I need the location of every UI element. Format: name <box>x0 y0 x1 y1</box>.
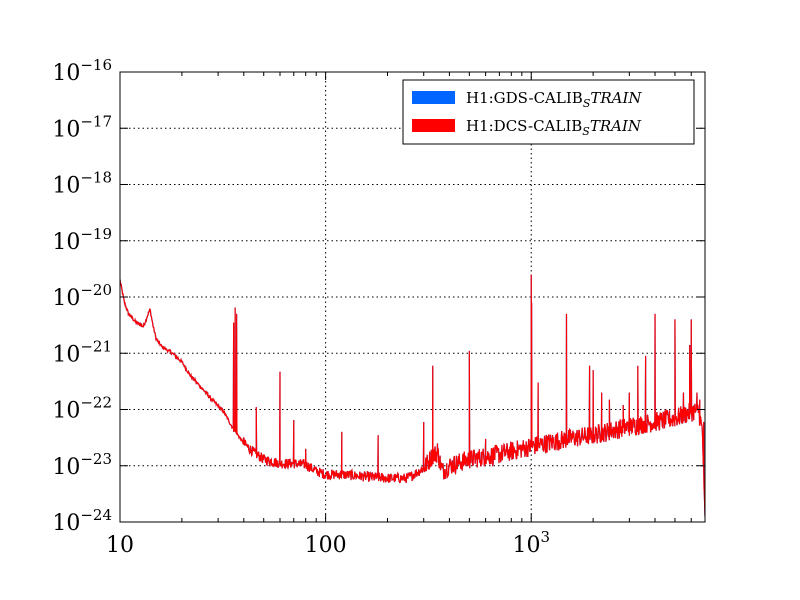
y-tick-label: 10−20 <box>52 281 112 311</box>
legend-label-gds: H1:GDS-CALIBSTRAIN <box>466 89 642 110</box>
y-tick-label: 10−23 <box>52 450 112 480</box>
y-tick-label: 10−19 <box>52 225 112 255</box>
y-tick-label: 10−22 <box>52 394 112 424</box>
legend: H1:GDS-CALIBSTRAIN H1:DCS-CALIBSTRAIN <box>402 79 695 145</box>
series-curves <box>120 274 705 517</box>
x-tick-label: 100 <box>305 533 347 558</box>
y-tick-label: 10−21 <box>52 337 112 367</box>
axis-ticks: 10 100 103 10−24 10−23 10−22 10−21 10−20 10−19 10… <box>52 56 706 558</box>
y-tick-label: 10−17 <box>52 112 112 142</box>
y-tick-label: 10−24 <box>52 506 112 536</box>
x-tick-label: 10 <box>106 533 134 558</box>
y-tick-label: 10−16 <box>52 56 112 86</box>
x-tick-label: 103 <box>512 528 550 558</box>
legend-box <box>402 79 695 145</box>
legend-swatch-dcs <box>412 119 455 132</box>
series-line-dcs <box>120 274 705 517</box>
y-tick-label: 10−18 <box>52 169 112 199</box>
legend-label-dcs: H1:DCS-CALIBSTRAIN <box>466 117 642 138</box>
legend-swatch-gds <box>412 91 455 104</box>
